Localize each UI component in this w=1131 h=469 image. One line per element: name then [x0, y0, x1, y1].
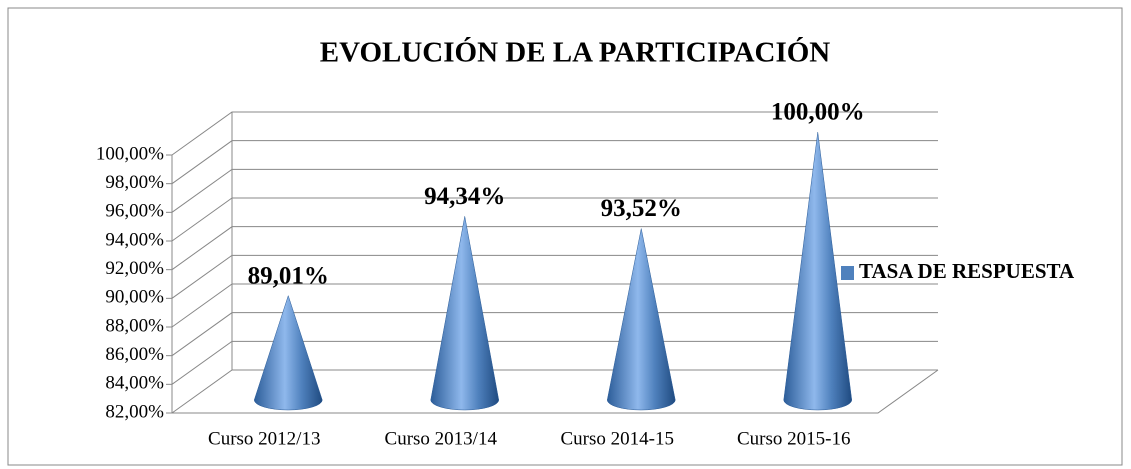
grid-line: [171, 312, 938, 357]
legend-swatch: [841, 266, 854, 280]
x-tick-label: Curso 2012/13: [208, 428, 320, 449]
data-label: 94,34%: [424, 183, 505, 210]
y-tick-label: 86,00%: [105, 344, 164, 365]
y-tick-label: 84,00%: [105, 373, 164, 394]
y-tick-label: 92,00%: [105, 258, 164, 279]
y-tick-label: 88,00%: [105, 315, 164, 336]
y-tick-label: 98,00%: [105, 172, 164, 193]
cone: [606, 228, 676, 411]
grid-line: [171, 197, 938, 242]
data-label: 100,00%: [771, 99, 865, 126]
y-tick-label: 90,00%: [105, 287, 164, 308]
cone: [430, 216, 500, 411]
grid-line: [171, 111, 938, 156]
floor-edge: [172, 369, 939, 414]
grid-line: [171, 283, 938, 328]
cone: [783, 131, 853, 411]
grid-line: [171, 226, 938, 271]
y-tick-label: 100,00%: [96, 143, 164, 164]
cone: [253, 294, 323, 411]
data-label: 93,52%: [601, 195, 682, 222]
grid-line: [171, 369, 938, 414]
x-tick-label: Curso 2013/14: [385, 428, 498, 449]
grid-line: [171, 140, 938, 185]
x-tick-label: Curso 2015-16: [737, 428, 850, 449]
y-tick-label: 82,00%: [105, 401, 164, 422]
data-label: 89,01%: [248, 262, 329, 289]
legend-label: TASA DE RESPUESTA: [859, 259, 1075, 283]
y-tick-label: 94,00%: [105, 229, 164, 250]
grid-line: [171, 168, 938, 213]
chart-border: [7, 7, 1123, 466]
chart-title: EVOLUCIÓN DE LA PARTICIPACIÓN: [320, 36, 831, 69]
y-tick-label: 96,00%: [105, 201, 164, 222]
grid-line: [171, 254, 938, 299]
grid-line: [171, 340, 938, 385]
x-tick-label: Curso 2014-15: [561, 428, 674, 449]
